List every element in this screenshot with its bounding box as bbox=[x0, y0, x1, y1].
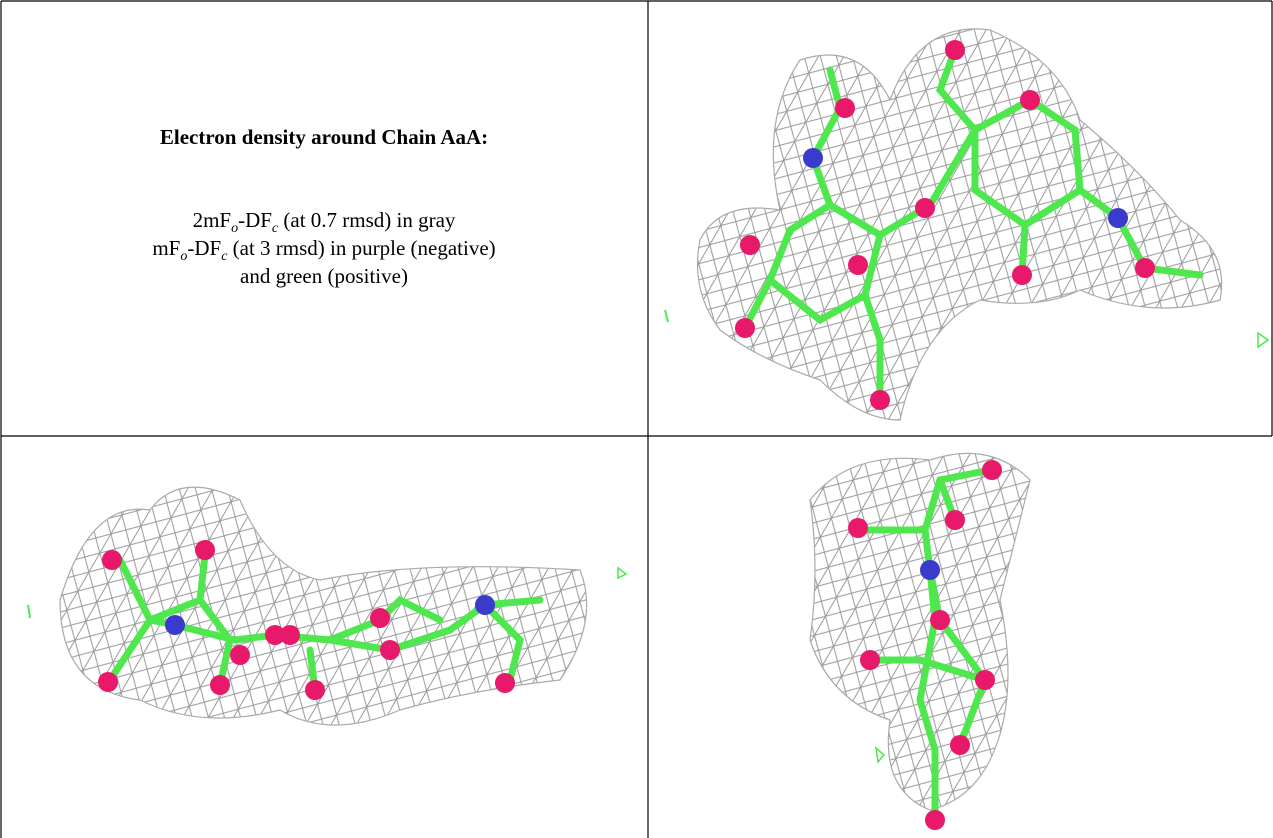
caption-line: 2mFo-DFc (at 0.7 rmsd) in gray bbox=[0, 208, 648, 237]
caption-text: (at 0.7 rmsd) in gray bbox=[278, 208, 455, 232]
caption-text: mF bbox=[152, 236, 180, 260]
caption-text: -DF bbox=[238, 208, 272, 232]
caption-line: mFo-DFc (at 3 rmsd) in purple (negative) bbox=[0, 236, 648, 265]
caption-title: Electron density around Chain AaA: bbox=[0, 125, 648, 150]
caption-text: 2mF bbox=[193, 208, 232, 232]
caption-text: and green (positive) bbox=[240, 264, 408, 288]
density-view-2 bbox=[28, 487, 626, 725]
caption-text: -DF bbox=[187, 236, 221, 260]
page: Electron density around Chain AaA: 2mFo-… bbox=[0, 0, 1273, 838]
caption-line: and green (positive) bbox=[0, 264, 648, 289]
caption-text: (at 3 rmsd) in purple (negative) bbox=[227, 236, 495, 260]
density-view-3 bbox=[810, 453, 1030, 830]
density-view-1 bbox=[665, 29, 1268, 420]
